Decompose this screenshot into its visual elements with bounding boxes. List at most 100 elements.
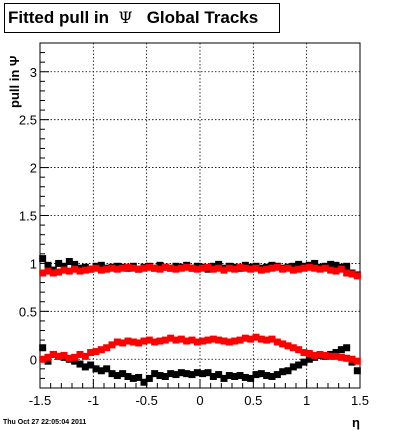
red-data-point bbox=[140, 337, 148, 345]
red-data-point bbox=[236, 336, 244, 344]
red-data-point bbox=[316, 265, 324, 273]
black-data-point bbox=[188, 371, 196, 379]
red-data-point bbox=[209, 335, 217, 343]
red-data-point bbox=[348, 270, 356, 278]
black-data-point bbox=[151, 370, 159, 378]
y-tick-label: 2 bbox=[30, 161, 37, 176]
black-data-point bbox=[225, 372, 233, 380]
black-data-point bbox=[332, 261, 340, 269]
black-data-point bbox=[81, 363, 89, 371]
x-tick-label: 1 bbox=[303, 393, 310, 408]
black-data-point bbox=[172, 371, 180, 379]
black-data-point bbox=[204, 369, 212, 377]
red-data-point bbox=[55, 352, 63, 360]
red-data-point bbox=[241, 264, 249, 272]
red-data-point bbox=[257, 335, 265, 343]
black-data-point bbox=[71, 260, 79, 268]
black-data-point bbox=[236, 372, 244, 380]
red-data-point bbox=[167, 264, 175, 272]
black-data-point bbox=[215, 260, 223, 268]
black-data-point bbox=[343, 262, 351, 270]
black-data-point bbox=[156, 372, 164, 380]
red-data-point bbox=[87, 349, 95, 357]
red-data-point bbox=[81, 352, 89, 360]
black-data-point bbox=[135, 373, 143, 381]
red-data-point bbox=[124, 337, 132, 345]
black-data-point bbox=[124, 373, 132, 380]
red-data-point bbox=[124, 263, 132, 271]
red-data-point bbox=[316, 350, 324, 358]
red-data-point bbox=[108, 341, 116, 349]
red-data-point bbox=[263, 336, 271, 344]
red-data-point bbox=[327, 352, 335, 360]
red-data-point bbox=[311, 264, 319, 272]
red-data-point bbox=[300, 264, 308, 272]
data-markers bbox=[39, 255, 361, 386]
black-data-point bbox=[332, 349, 340, 357]
red-data-point bbox=[44, 267, 52, 275]
black-data-point bbox=[241, 373, 249, 381]
red-data-point bbox=[97, 346, 105, 354]
black-data-point bbox=[337, 346, 345, 354]
red-data-point bbox=[289, 344, 297, 352]
black-data-point bbox=[199, 370, 207, 378]
red-data-point bbox=[268, 264, 276, 272]
red-data-point bbox=[108, 264, 116, 272]
black-data-point bbox=[97, 261, 105, 269]
red-data-point bbox=[327, 266, 335, 274]
red-data-point bbox=[156, 337, 164, 345]
black-data-point bbox=[119, 370, 127, 378]
red-data-point bbox=[145, 263, 153, 271]
red-data-point bbox=[247, 335, 255, 343]
black-data-point bbox=[353, 367, 361, 375]
red-data-point bbox=[49, 350, 57, 358]
grid-lines bbox=[40, 43, 360, 388]
y-tick-label: 0.5 bbox=[19, 304, 37, 319]
red-data-point bbox=[215, 336, 223, 344]
black-data-point bbox=[289, 262, 297, 270]
x-tick-label: 0 bbox=[196, 393, 203, 408]
y-tick-label: 0 bbox=[30, 352, 37, 367]
red-data-point bbox=[92, 348, 100, 356]
x-axis-label: η bbox=[352, 415, 360, 430]
x-tick-label: 0.5 bbox=[244, 393, 262, 408]
footer-date: Thu Oct 27 22:05:04 2011 bbox=[3, 419, 87, 426]
red-data-point bbox=[145, 336, 153, 344]
red-data-point bbox=[220, 266, 228, 274]
red-data-point bbox=[284, 342, 292, 350]
red-data-point bbox=[273, 338, 281, 346]
red-data-point bbox=[135, 265, 143, 273]
red-data-point bbox=[39, 269, 47, 277]
black-data-point bbox=[231, 373, 239, 380]
x-tick-label: -1.5 bbox=[29, 393, 51, 408]
y-tick-label: 1 bbox=[30, 256, 37, 271]
red-data-point bbox=[348, 355, 356, 363]
black-data-point bbox=[263, 372, 271, 380]
red-data-point bbox=[183, 263, 191, 271]
red-data-point bbox=[188, 336, 196, 344]
red-data-point bbox=[252, 264, 260, 272]
black-data-point bbox=[343, 344, 351, 352]
red-data-point bbox=[332, 267, 340, 275]
black-data-point bbox=[76, 360, 84, 368]
red-data-point bbox=[193, 338, 201, 346]
black-data-point bbox=[39, 255, 47, 263]
red-data-point bbox=[199, 264, 207, 272]
black-data-point bbox=[305, 355, 313, 363]
black-data-point bbox=[65, 258, 73, 265]
y-tick-label: 3 bbox=[30, 65, 37, 80]
x-tick-label: 1.5 bbox=[351, 393, 369, 408]
red-data-point bbox=[49, 269, 57, 277]
red-data-point bbox=[71, 353, 79, 361]
chart-title-prefix: Fitted pull in bbox=[8, 8, 110, 27]
red-data-point bbox=[279, 265, 287, 273]
red-data-point bbox=[215, 264, 223, 272]
x-tick-label: -1 bbox=[88, 393, 100, 408]
red-data-point bbox=[263, 265, 271, 273]
red-data-point bbox=[140, 264, 148, 272]
red-data-point bbox=[295, 346, 303, 354]
red-data-point bbox=[129, 264, 137, 272]
chart-title-suffix: Global Tracks bbox=[146, 8, 259, 27]
red-data-point bbox=[177, 335, 185, 343]
red-data-point bbox=[231, 265, 239, 273]
